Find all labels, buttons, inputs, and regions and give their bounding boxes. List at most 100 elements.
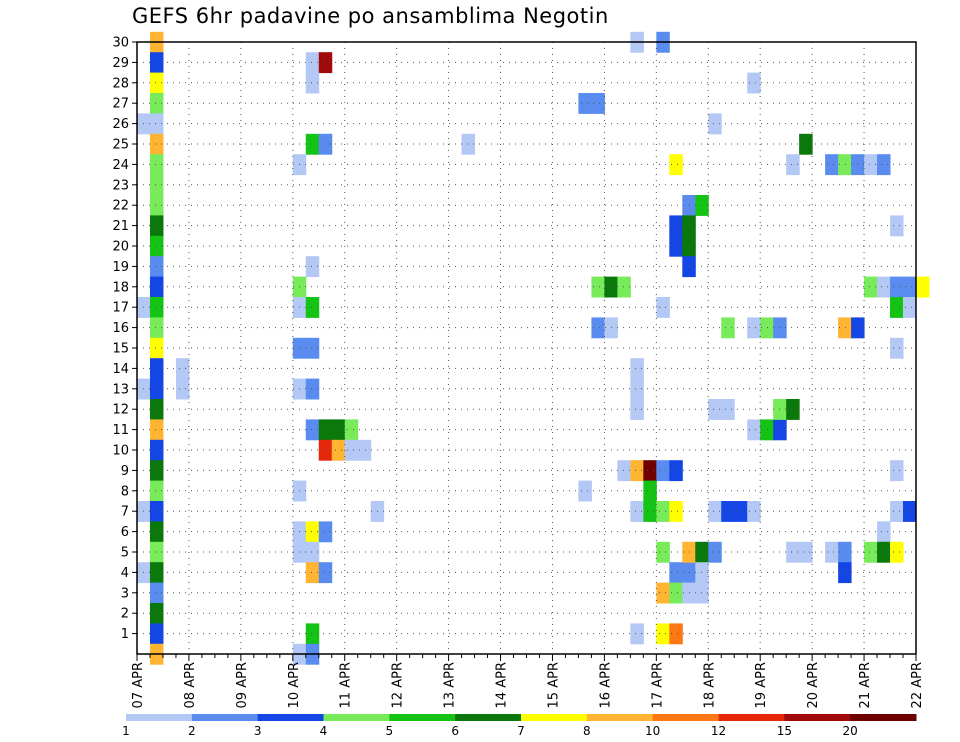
heatmap-cell bbox=[890, 337, 904, 359]
heatmap-cell bbox=[760, 317, 774, 339]
heatmap-cell bbox=[591, 276, 605, 298]
heatmap-cell bbox=[799, 133, 813, 155]
heatmap-cell bbox=[149, 113, 164, 135]
heatmap-cell bbox=[669, 582, 683, 604]
heatmap-cell bbox=[890, 297, 904, 318]
y-tick-label: 4 bbox=[121, 566, 129, 581]
colorbar-label: 10 bbox=[645, 724, 660, 738]
heatmap-cell bbox=[344, 419, 359, 441]
axes: 1234567891011121314151617181920212223242… bbox=[112, 36, 925, 709]
heatmap-cell bbox=[656, 297, 670, 318]
heatmap-cell bbox=[864, 154, 878, 176]
y-tick-label: 19 bbox=[112, 260, 129, 275]
heatmap-cell bbox=[903, 501, 917, 522]
y-tick-label: 25 bbox=[112, 138, 129, 153]
y-tick-label: 21 bbox=[112, 219, 129, 234]
heatmap-cell bbox=[305, 297, 320, 318]
heatmap-cell bbox=[305, 419, 320, 441]
y-tick-label: 16 bbox=[112, 321, 129, 336]
y-tick-label: 10 bbox=[112, 444, 129, 459]
colorbar-swatch bbox=[586, 714, 654, 721]
heatmap-cell bbox=[149, 276, 164, 298]
x-tick-label: 09 APR bbox=[235, 662, 250, 708]
heatmap-cell bbox=[656, 541, 670, 563]
heatmap-cell bbox=[149, 623, 164, 645]
y-tick-label: 26 bbox=[112, 117, 129, 132]
heatmap-cell bbox=[591, 93, 605, 114]
heatmap-cell bbox=[669, 562, 683, 584]
heatmap-cell bbox=[864, 276, 878, 298]
heatmap-cell bbox=[149, 582, 164, 604]
heatmap-cell bbox=[318, 562, 333, 584]
heatmap-cell bbox=[318, 521, 333, 543]
heatmap-cell bbox=[760, 419, 774, 441]
y-tick-label: 9 bbox=[121, 464, 129, 479]
heatmap-cell bbox=[890, 276, 904, 298]
y-tick-label: 5 bbox=[121, 546, 129, 561]
heatmap-cell bbox=[305, 378, 320, 400]
colorbar-label: 1 bbox=[122, 724, 130, 738]
heatmap-cell bbox=[617, 276, 631, 298]
colorbar-swatch bbox=[389, 714, 456, 721]
heatmap-cell bbox=[877, 541, 891, 563]
heatmap-cell bbox=[708, 113, 722, 135]
y-tick-label: 30 bbox=[112, 36, 129, 51]
heatmap-cell bbox=[630, 460, 644, 482]
x-tick-label: 22 APR bbox=[910, 662, 925, 708]
y-tick-label: 20 bbox=[112, 240, 129, 255]
heatmap-cells bbox=[137, 31, 930, 665]
heatmap-cell bbox=[149, 93, 164, 114]
colorbar-swatch bbox=[718, 714, 785, 721]
x-tick-label: 15 APR bbox=[546, 662, 561, 708]
x-tick-label: 10 APR bbox=[287, 662, 302, 708]
heatmap-cell bbox=[838, 562, 852, 584]
heatmap-cell bbox=[149, 154, 164, 176]
heatmap-cell bbox=[630, 623, 644, 645]
grid-lines bbox=[137, 42, 916, 654]
heatmap-cell bbox=[916, 276, 930, 298]
heatmap-cell bbox=[149, 235, 164, 257]
heatmap-cell bbox=[175, 358, 190, 380]
heatmap-cell bbox=[149, 52, 164, 74]
colorbar-swatch bbox=[455, 714, 522, 721]
heatmap-cell bbox=[669, 154, 683, 176]
heatmap-cell bbox=[149, 460, 164, 482]
heatmap-cell bbox=[903, 297, 917, 318]
heatmap-cell bbox=[734, 501, 748, 522]
x-tick-label: 08 APR bbox=[183, 662, 198, 708]
x-tick-label: 16 APR bbox=[598, 662, 613, 708]
heatmap-cell bbox=[656, 460, 670, 482]
colorbar-label: 3 bbox=[254, 724, 262, 738]
colorbar-label: 6 bbox=[451, 724, 459, 738]
heatmap-cell bbox=[747, 419, 761, 441]
y-tick-label: 2 bbox=[121, 607, 129, 622]
y-tick-label: 8 bbox=[121, 484, 129, 499]
heatmap-cell bbox=[318, 52, 333, 74]
colorbar-label: 7 bbox=[517, 724, 525, 738]
colorbar-label: 2 bbox=[188, 724, 196, 738]
heatmap-cell bbox=[578, 93, 592, 114]
colorbar-label: 12 bbox=[711, 724, 726, 738]
colorbar-label: 4 bbox=[320, 724, 328, 738]
heatmap-cell bbox=[149, 521, 164, 543]
heatmap-cell bbox=[747, 317, 761, 339]
x-tick-label: 21 APR bbox=[858, 662, 873, 708]
heatmap-cell bbox=[643, 480, 657, 502]
y-tick-label: 13 bbox=[112, 382, 129, 397]
colorbar-swatch bbox=[784, 714, 851, 721]
heatmap-cell bbox=[799, 541, 813, 563]
heatmap-cell bbox=[149, 297, 164, 318]
heatmap-cell bbox=[149, 399, 164, 420]
y-tick-label: 27 bbox=[112, 97, 129, 112]
heatmap-cell bbox=[305, 562, 320, 584]
heatmap-cell bbox=[149, 215, 164, 237]
heatmap-cell bbox=[903, 276, 917, 298]
colorbar-swatch bbox=[191, 714, 259, 721]
y-tick-label: 22 bbox=[112, 199, 129, 214]
heatmap-cell bbox=[149, 439, 164, 461]
y-tick-label: 18 bbox=[112, 280, 129, 295]
heatmap-cell bbox=[695, 582, 709, 604]
y-tick-label: 7 bbox=[121, 505, 129, 520]
heatmap-cell bbox=[890, 541, 904, 563]
